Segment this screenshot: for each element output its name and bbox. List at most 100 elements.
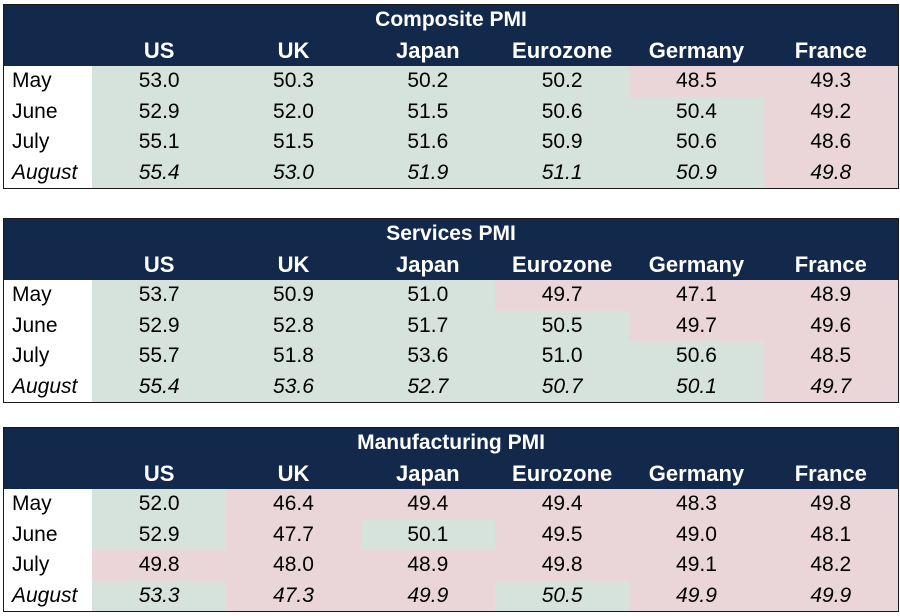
value-cell: 48.9 (360, 550, 495, 581)
column-header: Japan (396, 460, 460, 486)
table-row: August 55.4 53.6 52.7 50.7 50.1 49.7 (4, 371, 898, 402)
table-title: Composite PMI (4, 5, 898, 35)
value-cell: 52.0 (92, 489, 227, 520)
value-cell: 49.9 (763, 580, 898, 611)
row-label: August (4, 580, 92, 611)
value-cell: 49.3 (763, 66, 898, 97)
value-cell: 53.6 (360, 341, 495, 372)
value-cell: 50.9 (494, 127, 630, 158)
value-cell: 50.2 (360, 66, 495, 97)
value-cell: 48.9 (763, 280, 898, 311)
value-cell: 52.9 (92, 519, 227, 550)
column-header: UK (277, 251, 310, 277)
value-cell: 55.1 (92, 127, 227, 158)
value-cell: 47.3 (226, 580, 361, 611)
table-row: August 55.4 53.0 51.9 51.1 50.9 49.8 (4, 157, 898, 188)
row-label: August (4, 157, 92, 188)
value-cell: 50.6 (494, 96, 630, 127)
value-cell: 50.6 (629, 127, 764, 158)
column-header: UK (277, 37, 310, 63)
table-row: July 55.7 51.8 53.6 51.0 50.6 48.5 (4, 341, 898, 372)
row-label: July (4, 341, 92, 372)
pmi-table: Services PMI US UK Japan Eurozone Germany Fran… (3, 218, 899, 403)
value-cell: 50.7 (494, 371, 630, 402)
value-cell: 47.1 (629, 280, 764, 311)
value-cell: 51.6 (360, 127, 495, 158)
value-cell: 48.1 (763, 519, 898, 550)
pmi-table: Manufacturing PMI US UK Japan Eurozone German… (3, 427, 899, 612)
table-row: August 53.3 47.3 49.9 50.5 49.9 49.9 (4, 580, 898, 611)
row-label: May (4, 66, 92, 97)
value-cell: 51.9 (360, 157, 495, 188)
value-cell: 51.5 (360, 96, 495, 127)
column-header-row: US UK Japan Eurozone Germany France (4, 458, 898, 489)
column-header: Germany (648, 251, 745, 277)
value-cell: 51.0 (494, 341, 630, 372)
value-cell: 51.8 (226, 341, 361, 372)
value-cell: 53.7 (92, 280, 227, 311)
row-label: May (4, 489, 92, 520)
row-label: July (4, 550, 92, 581)
value-cell: 49.8 (763, 489, 898, 520)
value-cell: 50.2 (494, 66, 630, 97)
value-cell: 50.9 (226, 280, 361, 311)
value-cell: 48.0 (226, 550, 361, 581)
value-cell: 48.3 (629, 489, 764, 520)
value-cell: 51.7 (360, 310, 495, 341)
column-header-row: US UK Japan Eurozone Germany France (4, 249, 898, 280)
value-cell: 49.4 (360, 489, 495, 520)
value-cell: 53.6 (226, 371, 361, 402)
value-cell: 48.5 (629, 66, 764, 97)
row-label: June (4, 310, 92, 341)
table-row: May 53.0 50.3 50.2 50.2 48.5 49.3 (4, 66, 898, 97)
value-cell: 50.9 (629, 157, 764, 188)
column-header: France (794, 37, 867, 63)
value-cell: 48.5 (763, 341, 898, 372)
value-cell: 53.0 (226, 157, 361, 188)
column-header: Japan (396, 251, 460, 277)
column-header: Eurozone (512, 251, 613, 277)
value-cell: 50.5 (494, 580, 630, 611)
column-header: France (794, 460, 867, 486)
value-cell: 47.7 (226, 519, 361, 550)
value-cell: 49.0 (629, 519, 764, 550)
column-header: Germany (648, 460, 745, 486)
table-row: June 52.9 47.7 50.1 49.5 49.0 48.1 (4, 519, 898, 550)
column-header: Germany (648, 37, 745, 63)
value-cell: 48.6 (763, 127, 898, 158)
table-title: Services PMI (4, 219, 898, 249)
value-cell: 55.7 (92, 341, 227, 372)
value-cell: 52.7 (360, 371, 495, 402)
value-cell: 52.9 (92, 310, 227, 341)
value-cell: 49.6 (763, 310, 898, 341)
column-header: US (143, 460, 175, 486)
row-label: July (4, 127, 92, 158)
table-row: June 52.9 52.8 51.7 50.5 49.7 49.6 (4, 310, 898, 341)
value-cell: 52.9 (92, 96, 227, 127)
row-label: June (4, 519, 92, 550)
row-label: May (4, 280, 92, 311)
table-row: July 49.8 48.0 48.9 49.8 49.1 48.2 (4, 550, 898, 581)
table-row: June 52.9 52.0 51.5 50.6 50.4 49.2 (4, 96, 898, 127)
table-row: July 55.1 51.5 51.6 50.9 50.6 48.6 (4, 127, 898, 158)
table-title: Manufacturing PMI (4, 428, 898, 458)
value-cell: 49.2 (763, 96, 898, 127)
column-header: US (143, 37, 175, 63)
table-row: May 52.0 46.4 49.4 49.4 48.3 49.8 (4, 489, 898, 520)
value-cell: 53.0 (92, 66, 227, 97)
value-cell: 50.5 (494, 310, 630, 341)
value-cell: 46.4 (226, 489, 361, 520)
value-cell: 49.7 (494, 280, 630, 311)
column-header-row: US UK Japan Eurozone Germany France (4, 35, 898, 66)
column-header: Eurozone (512, 37, 613, 63)
column-header: US (143, 251, 175, 277)
value-cell: 49.1 (629, 550, 764, 581)
value-cell: 49.7 (763, 371, 898, 402)
row-label: June (4, 96, 92, 127)
value-cell: 50.4 (629, 96, 764, 127)
value-cell: 52.8 (226, 310, 361, 341)
value-cell: 50.6 (629, 341, 764, 372)
value-cell: 49.9 (629, 580, 764, 611)
value-cell: 48.2 (763, 550, 898, 581)
value-cell: 49.9 (360, 580, 495, 611)
